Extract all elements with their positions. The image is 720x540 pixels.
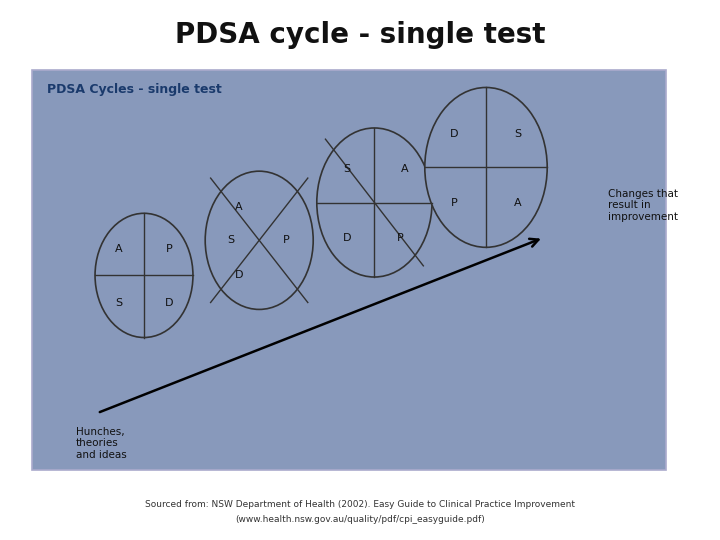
Ellipse shape — [205, 171, 313, 309]
Text: P: P — [283, 235, 289, 245]
Text: S: S — [228, 235, 235, 245]
Text: A: A — [400, 164, 408, 174]
Text: P: P — [451, 198, 457, 208]
Text: (www.health.nsw.gov.au/quality/pdf/cpi_easyguide.pdf): (www.health.nsw.gov.au/quality/pdf/cpi_e… — [235, 515, 485, 524]
Text: PDSA Cycles - single test: PDSA Cycles - single test — [47, 83, 222, 96]
Text: A: A — [514, 198, 521, 208]
Text: P: P — [166, 244, 173, 254]
Text: Sourced from: NSW Department of Health (2002). Easy Guide to Clinical Practice I: Sourced from: NSW Department of Health (… — [145, 501, 575, 509]
Text: S: S — [514, 129, 521, 139]
Text: D: D — [343, 233, 351, 243]
Text: S: S — [343, 164, 351, 174]
Text: Changes that
result in
improvement: Changes that result in improvement — [608, 188, 678, 222]
Text: D: D — [450, 129, 459, 139]
Text: A: A — [235, 202, 243, 212]
Ellipse shape — [317, 128, 432, 277]
Text: D: D — [165, 298, 174, 308]
Text: PDSA cycle - single test: PDSA cycle - single test — [175, 21, 545, 49]
Text: A: A — [114, 244, 122, 254]
Ellipse shape — [425, 87, 547, 247]
Ellipse shape — [95, 213, 193, 338]
Text: S: S — [115, 298, 122, 308]
Text: Hunches,
theories
and ideas: Hunches, theories and ideas — [76, 427, 126, 460]
Text: D: D — [235, 270, 243, 280]
Bar — [32, 70, 666, 470]
Text: P: P — [397, 233, 404, 243]
